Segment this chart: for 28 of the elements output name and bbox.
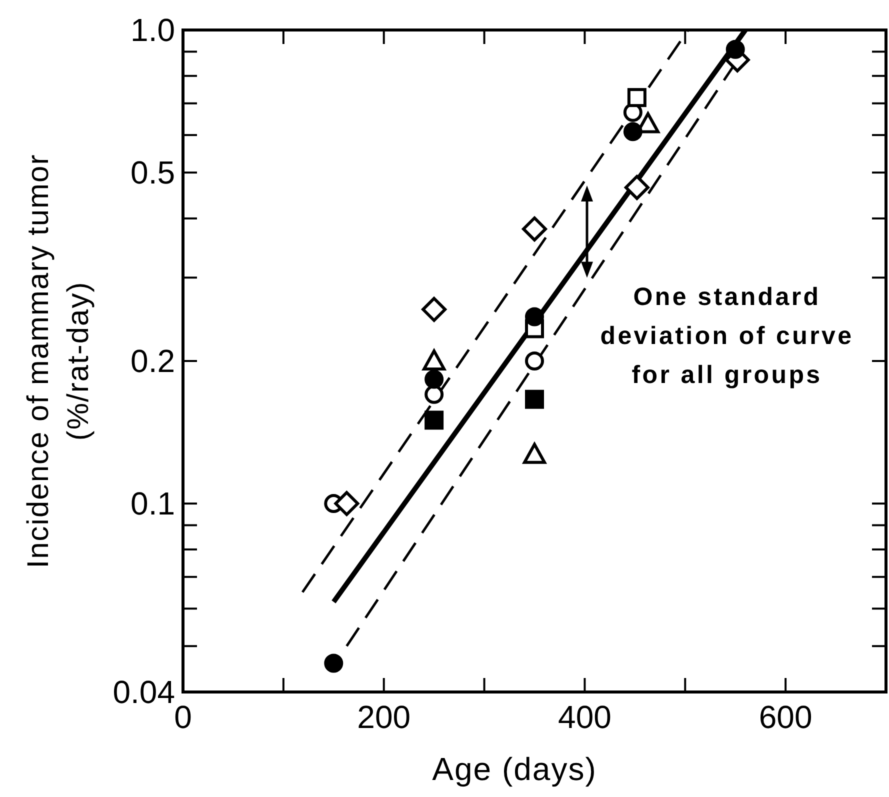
y-tick-label: 0.1 — [130, 486, 175, 522]
point — [422, 350, 446, 370]
point — [726, 40, 745, 59]
point — [525, 307, 544, 326]
point — [525, 352, 544, 370]
x-tick-label: 400 — [558, 699, 612, 735]
x-tick-label: 600 — [758, 699, 812, 735]
y-axis-title: Incidence of mammary tumor (%/rat-day) — [22, 154, 95, 568]
point — [522, 216, 547, 242]
x-tick-label: 200 — [357, 699, 411, 735]
point — [424, 410, 444, 430]
point — [627, 88, 646, 108]
y-tick-label: 0.04 — [112, 674, 175, 710]
y-tick-label: 1.0 — [130, 12, 175, 48]
point — [523, 442, 546, 464]
point — [424, 370, 444, 389]
point — [525, 390, 544, 409]
point — [324, 654, 344, 673]
point — [623, 122, 642, 142]
point — [422, 296, 447, 322]
point — [624, 174, 650, 200]
point — [334, 491, 360, 516]
point — [424, 384, 444, 404]
y-tick-label: 0.2 — [130, 343, 175, 379]
annotation: One standard deviation of curve for all groups — [600, 283, 854, 389]
y-tick-label: 0.5 — [130, 154, 175, 191]
x-axis-title: Age (days) — [432, 751, 597, 787]
x-tick-label: 0 — [174, 699, 192, 735]
